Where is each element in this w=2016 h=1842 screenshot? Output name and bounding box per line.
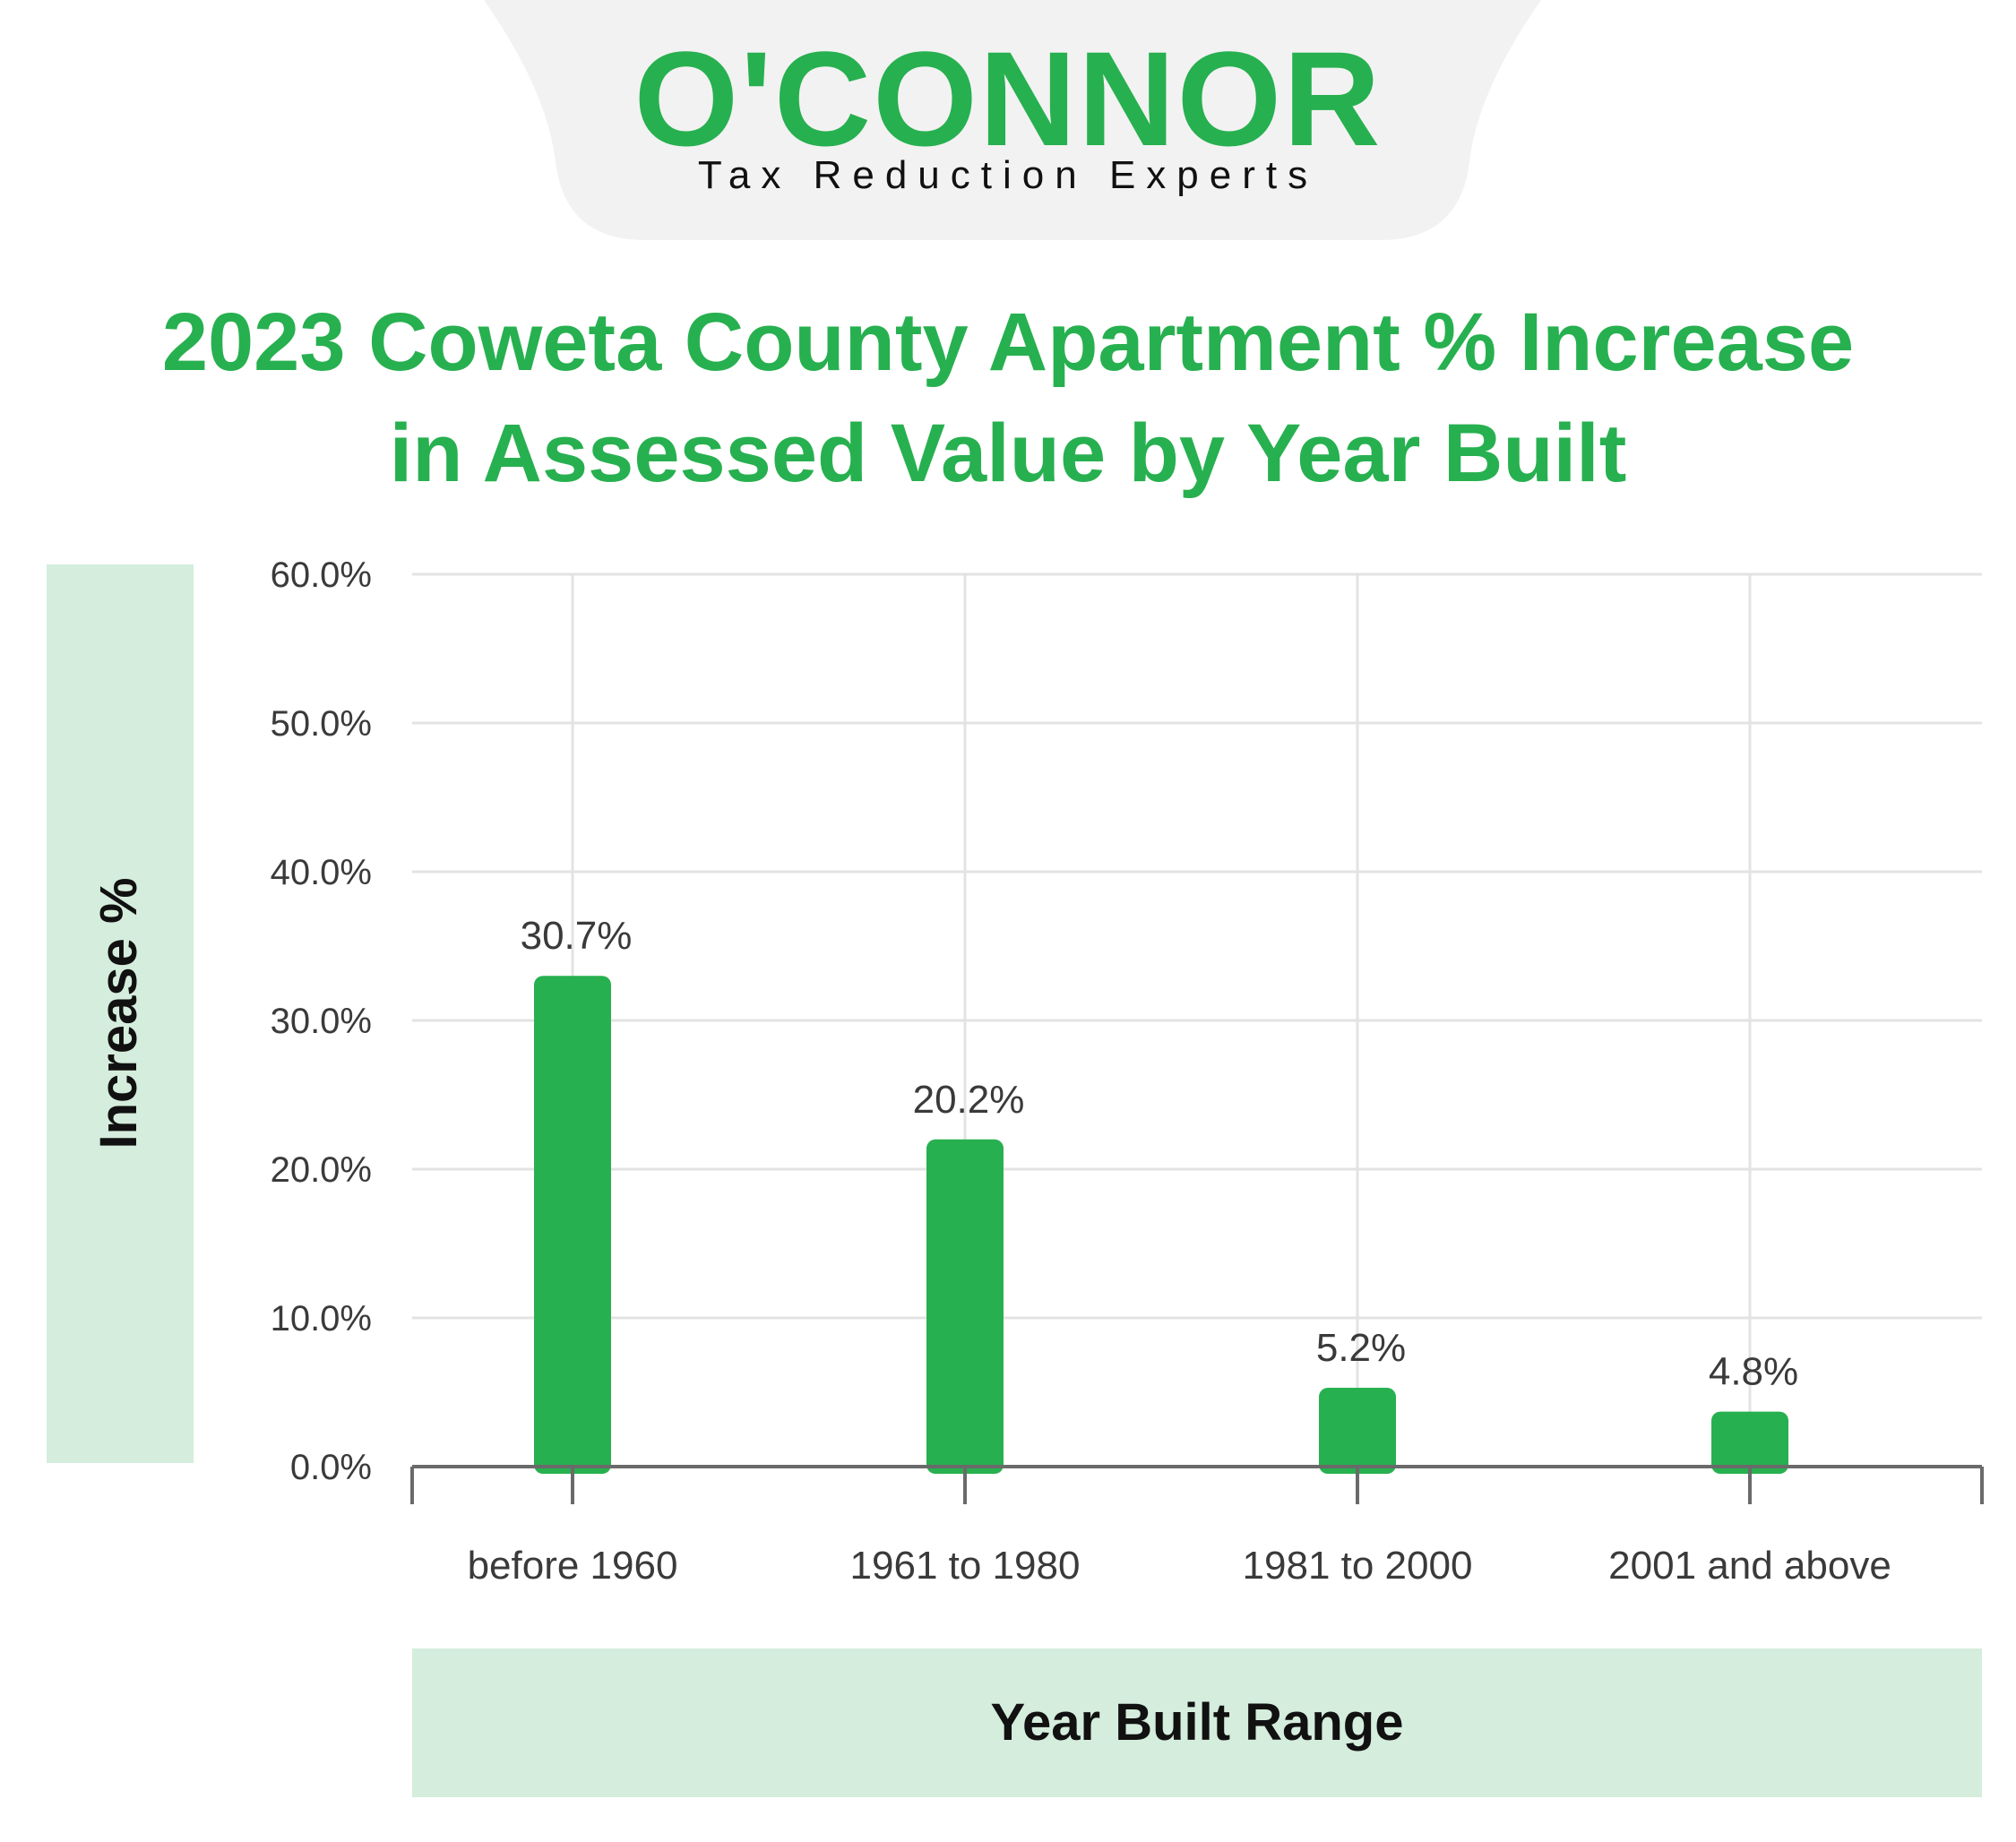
bar <box>1711 1411 1788 1474</box>
y-axis-label-panel <box>47 564 194 1463</box>
y-tick-labels: 0.0% 10.0% 20.0% 30.0% 40.0% 50.0% 60.0% <box>271 555 372 1487</box>
x-tick-label: 1961 to 1980 <box>850 1544 1081 1588</box>
data-label: 20.2% <box>913 1078 1025 1122</box>
x-axis-label-panel <box>412 1648 1982 1797</box>
chart-title-line-2: in Assessed Value by Year Built <box>389 408 1627 499</box>
chart-title: 2023 Coweta County Apartment % Increase … <box>0 287 2016 509</box>
bars <box>534 976 1788 1474</box>
data-label: 30.7% <box>521 914 633 958</box>
data-label: 5.2% <box>1316 1326 1406 1370</box>
bar <box>534 976 611 1474</box>
grid-lines <box>412 572 1982 1467</box>
y-tick-label: 0.0% <box>290 1448 372 1487</box>
logo-badge <box>484 0 1541 240</box>
logo-header: O'CONNOR Tax Reduction Experts <box>0 0 2016 242</box>
x-tick-label: 2001 and above <box>1608 1544 1891 1588</box>
y-tick-label: 50.0% <box>271 704 372 744</box>
y-axis-title: Increase % <box>90 877 148 1149</box>
x-tick-label: 1981 to 2000 <box>1243 1544 1473 1588</box>
y-tick-label: 20.0% <box>271 1150 372 1190</box>
y-tick-label: 40.0% <box>271 853 372 892</box>
bar <box>1319 1388 1396 1474</box>
bar <box>926 1139 1004 1474</box>
x-axis-title: Year Built Range <box>991 1693 1404 1752</box>
chart-title-line-1: 2023 Coweta County Apartment % Increase <box>161 297 1855 388</box>
brand-name: O'CONNOR <box>633 23 1383 174</box>
y-tick-label: 10.0% <box>271 1299 372 1338</box>
x-tick-labels: before 1960 1961 to 1980 1981 to 2000 2001 … <box>468 1544 1891 1588</box>
data-labels: 30.7% 20.2% 5.2% 4.8% <box>521 914 1799 1393</box>
data-label: 4.8% <box>1709 1350 1798 1394</box>
x-tick-label: before 1960 <box>468 1544 678 1588</box>
x-axis <box>410 1465 1984 1504</box>
brand-tagline: Tax Reduction Experts <box>697 153 1319 197</box>
y-tick-label: 60.0% <box>271 555 372 595</box>
y-tick-label: 30.0% <box>271 1002 372 1041</box>
